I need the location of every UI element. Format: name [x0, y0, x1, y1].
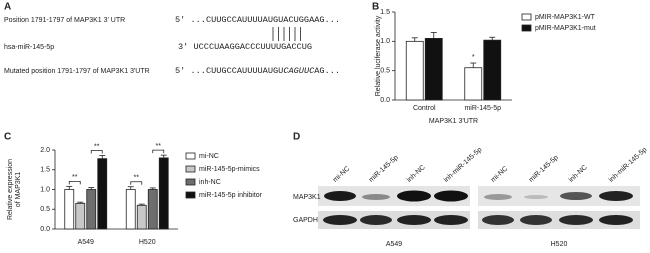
legend-label: mi-NC	[199, 153, 219, 160]
sequence-part: 3' UCCCUAAGGACCCUUUUGACCUG	[178, 42, 312, 52]
sequence-label: Position 1791-1797 of MAP3K1 3' UTR	[4, 17, 125, 24]
significance-bracket	[90, 150, 103, 154]
blot-images	[318, 186, 640, 229]
y-axis-label: Relative expressionof MAP3K1	[7, 159, 22, 220]
legend-label: pMIR-MAP3K1-mut	[535, 25, 596, 32]
legend-swatch	[185, 152, 196, 160]
bar	[405, 40, 424, 101]
y-tick-label: 1.0	[380, 38, 390, 45]
y-tick-label: 0.5	[40, 206, 50, 213]
legend-swatch	[185, 191, 196, 199]
bar	[424, 38, 443, 101]
y-tick-label: 0.5	[380, 68, 390, 75]
y-tick-label: 1.5	[40, 167, 50, 174]
y-axis-label-line: Relative expression	[7, 159, 14, 220]
sequence-label: Mutated position 1791-1797 of MAP3K1 3'U…	[4, 68, 150, 75]
legend-label: pMIR-MAP3K1-WT	[535, 14, 596, 21]
lane-label: inh-miR-145-5p	[608, 146, 649, 184]
legend-swatch	[521, 13, 532, 21]
cell-line-label: H520	[551, 241, 568, 248]
significance-bracket	[68, 180, 81, 185]
lane-label: inh-miR-145-5p	[443, 146, 484, 184]
sequence-label: hsa-miR-145-5p	[4, 44, 54, 51]
sequence-part: AG...	[314, 66, 340, 76]
bar	[147, 189, 158, 230]
panel-label: D	[293, 132, 300, 143]
bar	[64, 189, 75, 230]
panel-label: B	[372, 2, 379, 13]
sequence: 3' UCCCUAAGGACCCUUUUGACCUG	[178, 42, 312, 52]
legend-swatch	[521, 24, 532, 32]
y-tick-label: 1.5	[380, 9, 390, 16]
y-axis-label: Relative luciferase activity	[375, 15, 382, 96]
legend-label: miR-145-5p inhibitor	[199, 192, 263, 199]
sequence-part: 5' ...CUUGCCAUUUUAUGUACUGGAAG...	[175, 15, 340, 25]
lane-label: inh-NC	[406, 164, 427, 184]
y-tick-label: 1.0	[40, 186, 50, 193]
bar	[464, 67, 483, 101]
sequence: 5' ...CUUGCCAUUUUAUGUACUGGAAG...	[175, 15, 340, 25]
panel-label: C	[4, 132, 11, 143]
bar	[97, 158, 108, 230]
legend-swatch	[185, 178, 196, 186]
lane-label: inh-NC	[568, 164, 589, 184]
significance-mark: **	[94, 143, 100, 150]
bar	[483, 39, 502, 101]
bar	[158, 157, 169, 230]
y-tick-label: 0.0	[40, 226, 50, 233]
y-axis-label-line: Relative luciferase activity	[375, 15, 382, 96]
x-tick-label: A549	[78, 239, 94, 246]
legend-swatch	[185, 165, 196, 173]
legend-label: miR-145-5p-mimics	[199, 166, 260, 173]
cell-line-label: A549	[386, 241, 402, 248]
bar	[136, 204, 147, 230]
panel-label: A	[4, 2, 11, 13]
bar	[75, 202, 86, 230]
protein-label: GAPDH	[293, 217, 318, 224]
lane-label: miR-145-5p	[368, 154, 400, 184]
significance-mark: **	[134, 175, 140, 182]
lane-label: miR-145-5p	[528, 154, 560, 184]
x-tick-label: H520	[139, 239, 156, 246]
x-tick-label: Control	[413, 105, 436, 112]
y-tick-label: 0.0	[380, 97, 390, 104]
protein-label: MAP3K1	[293, 194, 321, 201]
sequence-part: CAGUUC	[283, 66, 315, 76]
sequence-part: 5' ...CUUGCCAUUUUAUGU	[175, 66, 283, 76]
legend-label: inh-NC	[199, 179, 221, 186]
x-axis-label: MAP3K1 3'UTR	[429, 118, 478, 125]
significance-bracket	[130, 181, 143, 185]
lane-label: mi-NC	[490, 165, 509, 183]
significance-bracket	[152, 149, 165, 154]
y-tick-label: 2.0	[40, 147, 50, 154]
y-axis-label-line: of MAP3K1	[15, 172, 22, 208]
significance-mark: **	[72, 174, 78, 181]
bar	[125, 189, 136, 230]
significance-mark: **	[156, 143, 162, 150]
sequence: 5' ...CUUGCCAUUUUAUGUCAGUUCAG...	[175, 66, 340, 76]
lane-label: mi-NC	[332, 165, 351, 183]
significance-mark: *	[472, 54, 475, 61]
pairing-lines	[272, 27, 301, 41]
bar	[86, 189, 97, 230]
x-tick-label: miR-145-5p	[464, 105, 501, 112]
